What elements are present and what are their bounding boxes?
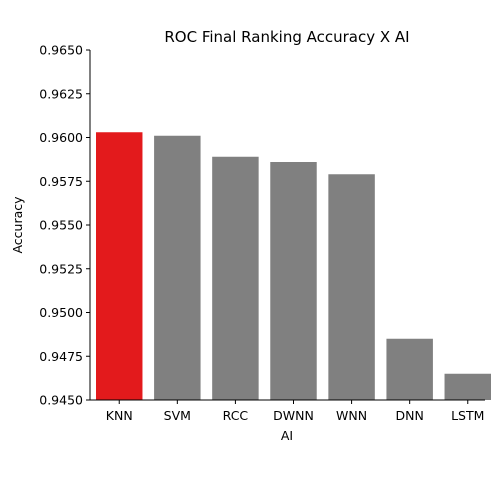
y-tick-label: 0.9600 bbox=[39, 130, 83, 145]
x-tick-label: DNN bbox=[396, 408, 424, 423]
x-axis-label: AI bbox=[281, 428, 293, 443]
bar-rcc bbox=[212, 156, 259, 400]
y-tick-label: 0.9650 bbox=[39, 43, 83, 58]
chart-title: ROC Final Ranking Accuracy X AI bbox=[164, 28, 409, 46]
bar-lstm bbox=[444, 373, 491, 400]
x-tick-label: KNN bbox=[106, 408, 133, 423]
bar-svm bbox=[154, 135, 201, 400]
x-tick-label: RCC bbox=[223, 408, 249, 423]
y-tick-label: 0.9525 bbox=[39, 261, 83, 276]
y-tick-label: 0.9450 bbox=[39, 393, 83, 408]
x-tick-label: DWNN bbox=[273, 408, 314, 423]
bars-group bbox=[96, 132, 491, 400]
y-tick-label: 0.9550 bbox=[39, 218, 83, 233]
y-tick-label: 0.9625 bbox=[39, 86, 83, 101]
y-tick-label: 0.9575 bbox=[39, 174, 83, 189]
bar-wnn bbox=[328, 174, 375, 400]
x-tick-label: SVM bbox=[164, 408, 191, 423]
x-axis-ticks: KNN SVM RCC DWNN WNN DNN LSTM bbox=[106, 400, 484, 423]
x-tick-label: LSTM bbox=[451, 408, 484, 423]
y-tick-label: 0.9475 bbox=[39, 349, 83, 364]
bar-dnn bbox=[386, 338, 433, 400]
x-tick-label: WNN bbox=[336, 408, 367, 423]
bar-dwnn bbox=[270, 162, 317, 400]
bar-knn bbox=[96, 132, 143, 400]
y-tick-label: 0.9500 bbox=[39, 305, 83, 320]
y-axis-ticks: 0.9450 0.9475 0.9500 0.9525 0.9550 0.9575 0.96… bbox=[39, 43, 90, 408]
y-axis-label: Accuracy bbox=[10, 196, 25, 254]
